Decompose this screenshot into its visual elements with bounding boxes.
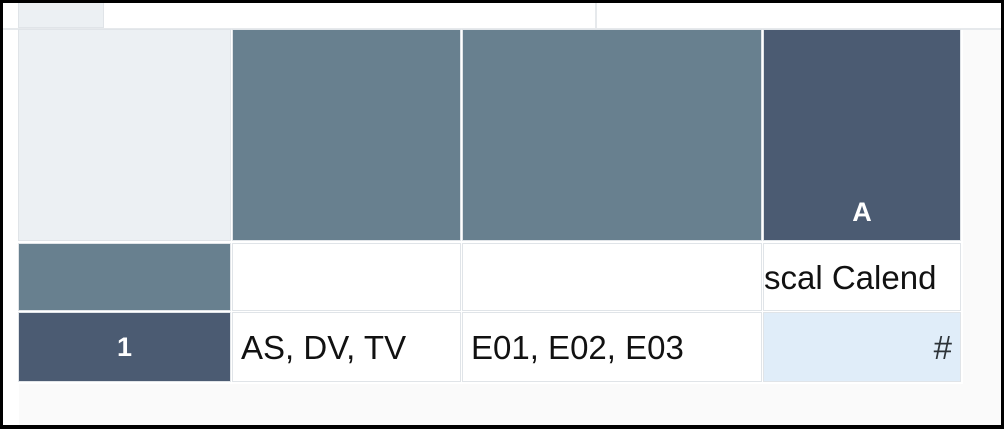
row-label-header-cell[interactable] bbox=[19, 244, 230, 310]
label-cell-b[interactable] bbox=[233, 244, 460, 310]
label-cell-c[interactable] bbox=[463, 244, 761, 310]
corner-header-cell[interactable] bbox=[19, 30, 230, 240]
right-filler bbox=[963, 30, 1001, 425]
row-1-number: 1 bbox=[116, 331, 133, 362]
column-a-header-label: A bbox=[852, 197, 872, 227]
row-1-cell-a-selected[interactable]: # bbox=[764, 313, 960, 381]
top-partial-cell[interactable] bbox=[19, 3, 103, 27]
grid-viewport: A scal Calend 1 AS, DV, TV E01, E02, E03… bbox=[3, 3, 1001, 425]
top-row-bottom-border bbox=[3, 28, 1001, 30]
row-1-cell-a-value: # bbox=[933, 328, 952, 366]
row-1-cell-b[interactable]: AS, DV, TV bbox=[233, 313, 460, 381]
row-1-cell-c-value: E01, E02, E03 bbox=[471, 328, 684, 366]
column-a-header-cell[interactable]: A bbox=[764, 30, 960, 240]
row-1-cell-c[interactable]: E01, E02, E03 bbox=[463, 313, 761, 381]
fiscal-calendar-label: scal Calend bbox=[764, 258, 937, 296]
row-1-header-cell[interactable]: 1 bbox=[19, 313, 230, 381]
row-1-cell-b-value: AS, DV, TV bbox=[241, 328, 407, 366]
header-cell-b[interactable] bbox=[233, 30, 460, 240]
fiscal-calendar-label-cell[interactable]: scal Calend bbox=[764, 244, 960, 310]
header-cell-c[interactable] bbox=[463, 30, 761, 240]
bottom-filler bbox=[19, 384, 1001, 425]
top-row-divider bbox=[595, 3, 597, 28]
